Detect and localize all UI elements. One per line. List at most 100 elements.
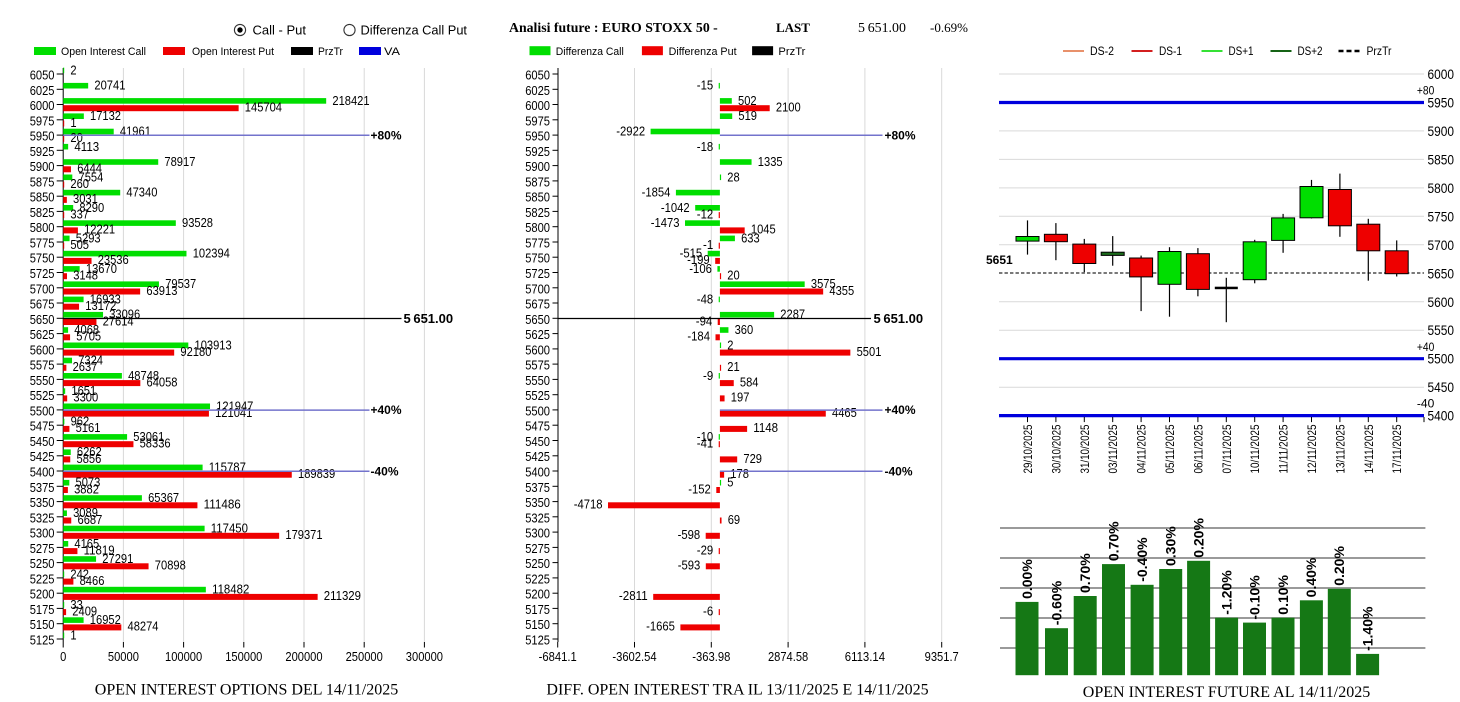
svg-text:5350: 5350: [30, 495, 55, 510]
svg-text:-184: -184: [687, 329, 710, 344]
svg-text:5800: 5800: [30, 220, 55, 235]
svg-text:5950: 5950: [525, 129, 550, 144]
svg-text:5375: 5375: [525, 480, 550, 495]
svg-text:2874.58: 2874.58: [768, 649, 808, 664]
svg-text:-40%: -40%: [885, 464, 913, 478]
svg-text:5600: 5600: [525, 342, 550, 357]
svg-text:-12: -12: [697, 206, 713, 221]
svg-text:5600: 5600: [1428, 295, 1455, 310]
svg-text:5975: 5975: [525, 113, 550, 128]
svg-text:5500: 5500: [30, 403, 55, 418]
svg-text:5650: 5650: [525, 312, 550, 327]
svg-text:5325: 5325: [30, 510, 55, 525]
svg-text:17132: 17132: [90, 108, 121, 123]
svg-text:28: 28: [727, 169, 739, 184]
svg-text:5425: 5425: [30, 449, 55, 464]
svg-text:5775: 5775: [30, 236, 55, 251]
svg-text:5 651.00: 5 651.00: [874, 311, 924, 326]
svg-text:5750: 5750: [30, 251, 55, 266]
svg-text:5525: 5525: [525, 388, 550, 403]
svg-text:5300: 5300: [30, 526, 55, 541]
svg-text:5575: 5575: [525, 358, 550, 373]
svg-text:5750: 5750: [1428, 209, 1455, 224]
svg-text:2409: 2409: [72, 603, 97, 618]
svg-text:189839: 189839: [298, 466, 335, 481]
svg-text:5225: 5225: [30, 571, 55, 586]
svg-text:5675: 5675: [525, 297, 550, 312]
svg-text:5450: 5450: [525, 434, 550, 449]
svg-text:30/10/2025: 30/10/2025: [1049, 424, 1063, 473]
svg-text:06/11/2025: 06/11/2025: [1191, 424, 1205, 473]
svg-text:8290: 8290: [79, 200, 104, 215]
svg-text:5600: 5600: [30, 342, 55, 357]
svg-text:64058: 64058: [147, 374, 178, 389]
svg-text:0.70%: 0.70%: [1077, 553, 1093, 593]
svg-text:-1665: -1665: [646, 619, 675, 634]
svg-text:-6: -6: [703, 603, 713, 618]
svg-text:5161: 5161: [76, 420, 101, 435]
svg-text:5575: 5575: [30, 358, 55, 373]
svg-text:5375: 5375: [30, 480, 55, 495]
svg-text:+40: +40: [1417, 340, 1435, 354]
svg-text:5275: 5275: [525, 541, 550, 556]
svg-text:-199: -199: [687, 252, 710, 267]
svg-text:48748: 48748: [128, 368, 159, 383]
svg-text:5325: 5325: [525, 510, 550, 525]
svg-text:502: 502: [738, 93, 757, 108]
svg-text:-2922: -2922: [616, 124, 645, 139]
svg-text:5250: 5250: [30, 556, 55, 571]
svg-text:242: 242: [70, 566, 89, 581]
svg-text:6262: 6262: [77, 444, 102, 459]
svg-text:PrzTr: PrzTr: [1367, 46, 1392, 58]
svg-text:360: 360: [735, 322, 754, 337]
svg-text:-2811: -2811: [619, 588, 648, 603]
svg-text:6113.14: 6113.14: [845, 649, 885, 664]
svg-text:10/11/2025: 10/11/2025: [1248, 424, 1262, 473]
svg-text:505: 505: [70, 237, 89, 252]
svg-text:0.40%: 0.40%: [1303, 557, 1319, 597]
svg-text:5225: 5225: [525, 571, 550, 586]
svg-text:20: 20: [70, 130, 82, 145]
svg-text:218421: 218421: [332, 93, 369, 108]
svg-text:5125: 5125: [525, 633, 550, 648]
svg-text:OPEN INTEREST FUTURE AL 14/11/: OPEN INTEREST FUTURE AL 14/11/2025: [1083, 684, 1370, 701]
svg-text:-1.40%: -1.40%: [1359, 606, 1375, 651]
svg-text:5500: 5500: [525, 403, 550, 418]
svg-text:5175: 5175: [30, 602, 55, 617]
svg-text:5425: 5425: [525, 449, 550, 464]
svg-text:DS-2: DS-2: [1090, 46, 1114, 58]
svg-text:4068: 4068: [74, 322, 99, 337]
svg-text:-0.40%: -0.40%: [1134, 537, 1150, 582]
svg-text:6050: 6050: [30, 68, 55, 83]
svg-text:-515: -515: [680, 246, 703, 261]
svg-text:05/11/2025: 05/11/2025: [1163, 424, 1177, 473]
svg-text:729: 729: [743, 451, 762, 466]
svg-text:5073: 5073: [76, 475, 101, 490]
svg-text:DS-1: DS-1: [1159, 46, 1182, 58]
svg-text:5900: 5900: [1428, 124, 1455, 139]
svg-text:4355: 4355: [829, 283, 854, 298]
svg-text:7324: 7324: [78, 353, 103, 368]
svg-text:5800: 5800: [525, 220, 550, 235]
svg-text:4165: 4165: [74, 536, 99, 551]
svg-text:+40%: +40%: [885, 403, 916, 417]
svg-text:5675: 5675: [30, 297, 55, 312]
svg-text:DS+1: DS+1: [1229, 46, 1254, 58]
svg-text:5875: 5875: [30, 174, 55, 189]
svg-text:5850: 5850: [30, 190, 55, 205]
svg-text:3300: 3300: [73, 390, 98, 405]
svg-text:+80%: +80%: [371, 128, 402, 142]
svg-text:5650: 5650: [1428, 266, 1455, 281]
svg-text:200000: 200000: [285, 649, 322, 664]
svg-text:-0.60%: -0.60%: [1048, 580, 1064, 625]
svg-text:5725: 5725: [30, 266, 55, 281]
svg-text:+80%: +80%: [885, 128, 916, 142]
svg-text:5750: 5750: [525, 251, 550, 266]
svg-text:-1042: -1042: [661, 200, 690, 215]
svg-text:-9: -9: [703, 368, 713, 383]
svg-text:5550: 5550: [30, 373, 55, 388]
svg-text:5700: 5700: [1428, 238, 1455, 253]
svg-text:Call - Put: Call - Put: [253, 23, 307, 38]
svg-text:5800: 5800: [1428, 181, 1455, 196]
svg-text:7554: 7554: [79, 169, 104, 184]
